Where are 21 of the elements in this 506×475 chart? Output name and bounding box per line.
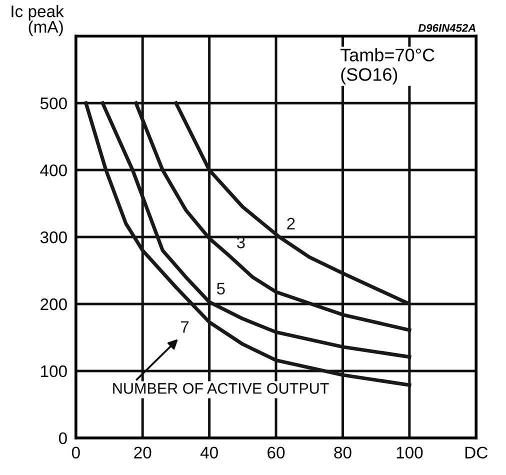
annotation: Tamb=70°C (SO16) — [340, 48, 434, 84]
text: D96IN452A — [418, 24, 476, 32]
series-label: 2 — [287, 218, 295, 230]
x-tick-label: 60 — [268, 446, 285, 459]
y-axis-title: Ic peak (mA) — [12, 5, 64, 36]
x-tick-label: 0 — [72, 446, 80, 459]
y-tick-label: 400 — [40, 164, 67, 176]
y-tick-label: 300 — [40, 231, 67, 244]
y-tick-label: 0 — [58, 432, 67, 444]
series-label: 5 — [216, 282, 225, 295]
annotation: NUMBER OF ACTIVE OUTPUT — [113, 383, 329, 394]
x-tick-label: 20 — [134, 446, 152, 459]
x-tick-label: 100 — [396, 446, 423, 459]
series-label: 3 — [236, 236, 245, 248]
x-tick-label: DC — [465, 446, 488, 459]
x-tick-label: 80 — [334, 446, 352, 459]
y-tick-label: 500 — [40, 97, 67, 110]
series-label: 7 — [180, 321, 189, 333]
y-tick-label: 200 — [40, 298, 67, 310]
y-tick-label: 100 — [41, 365, 67, 378]
x-tick-label: 40 — [200, 446, 218, 459]
